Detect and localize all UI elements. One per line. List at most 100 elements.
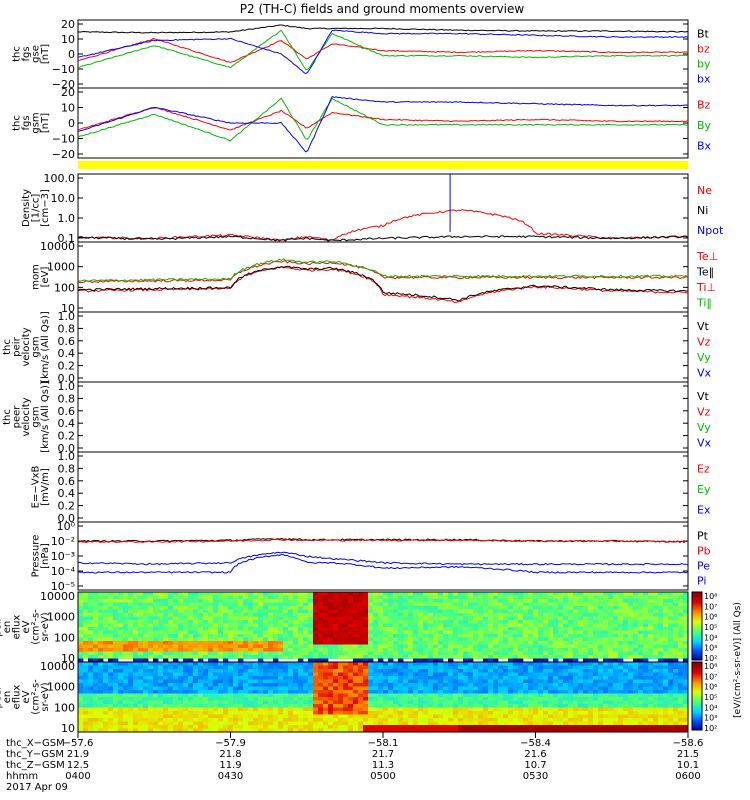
spectro-cell bbox=[273, 592, 279, 596]
spectro-cell bbox=[538, 714, 544, 719]
spectro-cell bbox=[173, 665, 179, 670]
spectro-cell bbox=[213, 658, 219, 663]
spectro-cell bbox=[578, 669, 584, 673]
spectro-cell bbox=[528, 609, 534, 614]
spectro-cell bbox=[348, 707, 354, 712]
spectro-cell bbox=[423, 711, 429, 715]
spectro-cell bbox=[518, 679, 524, 684]
spectro-cell bbox=[653, 665, 659, 670]
spectro-cell bbox=[528, 655, 534, 659]
spectro-cell bbox=[263, 704, 269, 708]
spectro-cell bbox=[633, 707, 639, 712]
spectro-cell bbox=[183, 725, 189, 729]
spectro-cell bbox=[398, 683, 404, 687]
spectro-cell bbox=[218, 630, 224, 635]
spectro-cell bbox=[543, 634, 549, 638]
spectro-cell bbox=[223, 599, 229, 603]
spectro-cell bbox=[653, 721, 659, 726]
spectro-cell bbox=[328, 728, 334, 733]
spectro-cell bbox=[163, 672, 169, 677]
spectro-cell bbox=[303, 599, 309, 603]
spectro-cell bbox=[168, 690, 174, 694]
spectro-cell bbox=[243, 665, 249, 670]
spectro-cell bbox=[368, 634, 374, 638]
spectro-cell bbox=[563, 606, 569, 610]
spectro-cell bbox=[133, 599, 139, 603]
spectro-cell bbox=[328, 648, 334, 652]
spectro-cell bbox=[568, 686, 574, 691]
spectro-cell bbox=[343, 683, 349, 687]
spectro-cell bbox=[608, 683, 614, 687]
ylabel-line: peer bbox=[12, 405, 23, 429]
spectro-cell bbox=[233, 728, 239, 733]
spectro-cell bbox=[143, 606, 149, 610]
spectro-cell bbox=[248, 700, 254, 705]
spectro-cell bbox=[658, 714, 664, 719]
spectro-cell bbox=[623, 637, 629, 642]
spectro-cell bbox=[238, 672, 244, 677]
spectro-cell bbox=[528, 620, 534, 624]
spectro-cell bbox=[458, 693, 464, 698]
spectro-cell bbox=[253, 595, 259, 600]
ytick-label: 0.0 bbox=[58, 512, 76, 525]
spectro-cell bbox=[478, 606, 484, 610]
spectro-cell bbox=[248, 728, 254, 733]
spectro-cell bbox=[298, 644, 304, 649]
spectro-cell bbox=[418, 655, 424, 659]
spectro-cell bbox=[168, 651, 174, 656]
spectro-cell bbox=[438, 637, 444, 642]
spectro-cell bbox=[478, 707, 484, 712]
spectro-cell bbox=[493, 707, 499, 712]
spectro-cell bbox=[388, 606, 394, 610]
spectro-cell bbox=[438, 704, 444, 708]
spectro-cell bbox=[188, 669, 194, 673]
spectro-cell bbox=[88, 595, 94, 600]
spectro-cell bbox=[393, 620, 399, 624]
spectro-cell bbox=[168, 669, 174, 673]
spectro-cell bbox=[133, 704, 139, 708]
spectro-cell bbox=[188, 672, 194, 677]
spectro-cell bbox=[333, 676, 339, 680]
spectro-cell bbox=[643, 693, 649, 698]
spectro-cell bbox=[198, 718, 204, 722]
spectro-cell bbox=[493, 721, 499, 726]
spectro-cell bbox=[408, 606, 414, 610]
spectro-cell bbox=[648, 613, 654, 617]
spectro-cell bbox=[403, 620, 409, 624]
spectro-cell bbox=[338, 641, 344, 645]
spectro-cell bbox=[383, 683, 389, 687]
spectro-cell bbox=[93, 714, 99, 719]
spectro-cell bbox=[613, 641, 619, 645]
spectro-cell bbox=[478, 620, 484, 624]
spectro-cell bbox=[508, 707, 514, 712]
spectro-cell bbox=[343, 627, 349, 631]
spectro-cell bbox=[493, 690, 499, 694]
spectro-cell bbox=[428, 704, 434, 708]
spectro-cell bbox=[393, 627, 399, 631]
spectro-cell bbox=[498, 665, 504, 670]
spectro-cell bbox=[633, 665, 639, 670]
spectro-cell bbox=[463, 595, 469, 600]
spectro-cell bbox=[373, 599, 379, 603]
spectro-cell bbox=[168, 613, 174, 617]
spectro-cell bbox=[228, 693, 234, 698]
spectro-cell bbox=[83, 648, 89, 652]
spectro-cell bbox=[308, 634, 314, 638]
spectro-cell bbox=[103, 714, 109, 719]
spectro-cell bbox=[323, 648, 329, 652]
spectro-cell bbox=[648, 718, 654, 722]
spectro-cell bbox=[208, 697, 214, 701]
spectro-cell bbox=[143, 711, 149, 715]
spectro-cell bbox=[518, 721, 524, 726]
spectro-cell bbox=[533, 697, 539, 701]
spectro-cell bbox=[163, 725, 169, 729]
spectro-cell bbox=[618, 704, 624, 708]
spectro-cell bbox=[333, 620, 339, 624]
spectro-cell bbox=[198, 627, 204, 631]
spectro-cell bbox=[538, 602, 544, 607]
spectro-cell bbox=[678, 623, 684, 628]
spectro-cell bbox=[393, 669, 399, 673]
spectro-cell bbox=[428, 676, 434, 680]
spectro-cell bbox=[293, 693, 299, 698]
spectro-cell bbox=[263, 606, 269, 610]
